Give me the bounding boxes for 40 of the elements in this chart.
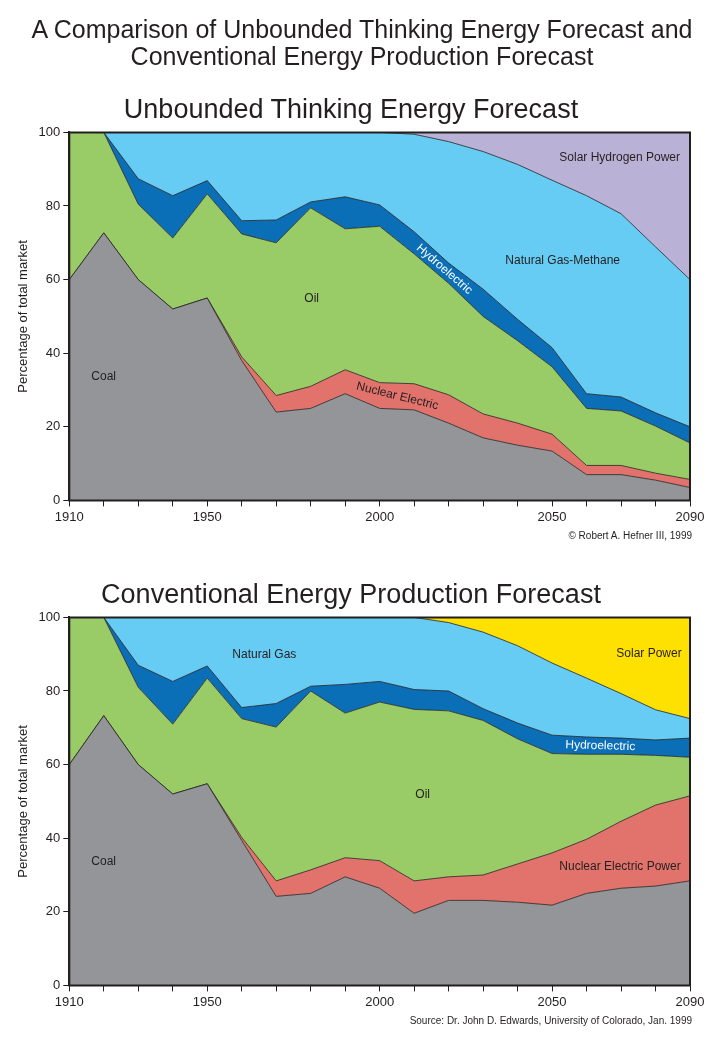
chart-title: Conventional Energy Production Forecast [101,578,602,609]
y-tick-label: 80 [45,682,61,698]
series-label: Hydroelectric [565,737,636,754]
y-tick-label: 40 [45,344,61,360]
y-tick-label: 20 [45,418,61,434]
series-label: Coal [91,369,116,384]
y-tick-label: 20 [45,903,61,919]
series-label: Coal [91,853,116,868]
text: © Robert A. Hefner III, 1999 [567,530,693,541]
y-tick-label: 100 [38,608,61,624]
x-tick-label: 1950 [192,508,222,524]
series-label: Nuclear Electric Power [559,858,681,873]
series-label: Solar Hydrogen Power [559,149,681,164]
x-tick-label: 2050 [537,508,567,524]
y-tick-label: 80 [45,197,61,213]
series-label: Oil [415,786,430,801]
x-tick-label: 1910 [54,993,84,1009]
y-tick-label: 60 [45,756,61,772]
x-tick-label: 2000 [365,993,395,1009]
x-tick-label: 2000 [365,508,395,524]
series-label: Natural Gas [232,646,297,661]
series-label: Oil [304,291,319,306]
y-tick-label: 60 [45,271,61,287]
y-axis-title: Percentage of total market [15,724,31,878]
text: A Comparison of Unbounded Thinking Energy Forecast and Conventional Energy Production Forecast [30,14,694,72]
y-tick-label: 40 [45,829,61,845]
series-label: Solar Power [616,646,682,661]
y-tick-label: 0 [53,491,61,507]
x-tick-label: 2090 [675,993,705,1009]
x-tick-label: 2050 [537,993,567,1009]
x-tick-label: 1950 [192,993,222,1009]
x-tick-label: 1910 [54,508,84,524]
source-note: Source: Dr. John D. Edwards, University of Colorado, Jan. 1999 [408,1015,693,1026]
y-tick-label: 100 [38,123,61,139]
y-axis-title: Percentage of total market [15,239,31,393]
y-tick-label: 0 [53,976,61,992]
chart-title: Unbounded Thinking Energy Forecast [123,93,579,124]
series-label: Natural Gas-Methane [505,253,621,268]
series-label: Nuclear Electric [355,378,440,413]
x-tick-label: 2090 [675,508,705,524]
